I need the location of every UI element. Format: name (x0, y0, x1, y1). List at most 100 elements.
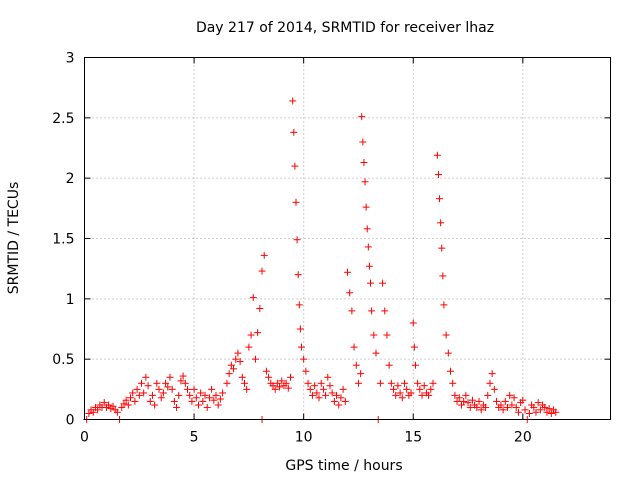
data-point (506, 391, 514, 399)
data-point (410, 343, 418, 351)
data-point (407, 389, 415, 397)
data-point (372, 349, 380, 357)
x-tick-label: 20 (514, 430, 532, 446)
data-point (381, 307, 389, 315)
data-point (322, 391, 330, 399)
data-point (168, 385, 176, 393)
y-tick-label: 1 (66, 292, 75, 308)
data-point (326, 382, 334, 390)
data-point (190, 385, 198, 393)
data-point (330, 397, 338, 405)
data-point (400, 379, 408, 387)
data-point (238, 373, 246, 381)
data-point (317, 379, 325, 387)
data-point (212, 391, 220, 399)
data-point (162, 379, 170, 387)
data-point (370, 331, 378, 339)
y-tick-labels: 0 0.5 1 1.5 2 2.5 3 (52, 51, 74, 429)
data-point (296, 325, 304, 333)
data-point (245, 343, 253, 351)
data-point (449, 379, 457, 387)
data-point (344, 268, 351, 276)
data-point (396, 389, 404, 397)
data-point (127, 394, 135, 402)
data-point (519, 396, 527, 404)
data-point (447, 367, 455, 375)
data-point (89, 408, 97, 416)
data-point (166, 373, 174, 381)
data-point (210, 396, 218, 404)
data-point (295, 301, 303, 309)
data-point (124, 401, 132, 409)
data-point (508, 401, 516, 409)
data-point (333, 391, 341, 399)
data-point (346, 289, 354, 297)
data-point (464, 399, 472, 407)
data-point (289, 97, 297, 105)
data-point (216, 395, 224, 403)
data-point (545, 405, 553, 413)
data-point (205, 394, 213, 402)
data-point (131, 397, 139, 405)
data-point (453, 397, 461, 405)
data-point (313, 389, 321, 397)
data-point (304, 379, 312, 387)
data-point (339, 385, 347, 393)
data-point (133, 385, 141, 393)
data-point (203, 403, 211, 411)
data-point (444, 349, 452, 357)
data-point (367, 279, 375, 287)
data-point (282, 379, 290, 387)
data-point (324, 373, 332, 381)
data-point (532, 408, 540, 416)
data-point (394, 382, 402, 390)
data-point (354, 379, 362, 387)
y-tick-label: 0 (66, 413, 75, 429)
data-point (420, 382, 428, 390)
data-point (175, 391, 183, 399)
data-point (477, 406, 485, 414)
data-point (521, 406, 529, 414)
y-tick-label: 0.5 (52, 352, 74, 368)
data-point (440, 301, 448, 309)
data-point (186, 391, 194, 399)
data-point (214, 401, 222, 409)
data-point (306, 385, 314, 393)
data-point (129, 389, 137, 397)
data-point (197, 389, 205, 397)
data-point (451, 391, 459, 399)
data-point (256, 304, 264, 312)
data-point (199, 397, 207, 405)
data-point (100, 399, 108, 407)
data-point (525, 409, 533, 417)
data-point (269, 382, 277, 390)
data-point (547, 409, 555, 417)
chart-title: Day 217 of 2014, SRMTID for receiver lha… (196, 20, 494, 36)
data-point (251, 355, 259, 363)
data-point (155, 385, 163, 393)
data-point (258, 267, 266, 275)
data-point (543, 408, 551, 416)
data-point (437, 219, 445, 227)
data-point (503, 403, 511, 411)
data-point (297, 343, 305, 351)
data-point (230, 365, 238, 373)
data-point (276, 383, 284, 391)
data-point (438, 244, 446, 252)
data-point (473, 403, 481, 411)
data-point (287, 373, 295, 381)
data-point (177, 377, 185, 385)
data-point (383, 331, 391, 339)
data-point (311, 382, 319, 390)
data-point (159, 389, 167, 397)
data-point (146, 397, 154, 405)
data-point (265, 373, 273, 381)
data-point (243, 385, 251, 393)
data-point (302, 367, 310, 375)
data-point (411, 361, 419, 369)
data-point (425, 391, 433, 399)
data-point (499, 406, 507, 414)
data-point (194, 401, 202, 409)
grid-lines (84, 57, 611, 420)
data-point (291, 162, 299, 170)
